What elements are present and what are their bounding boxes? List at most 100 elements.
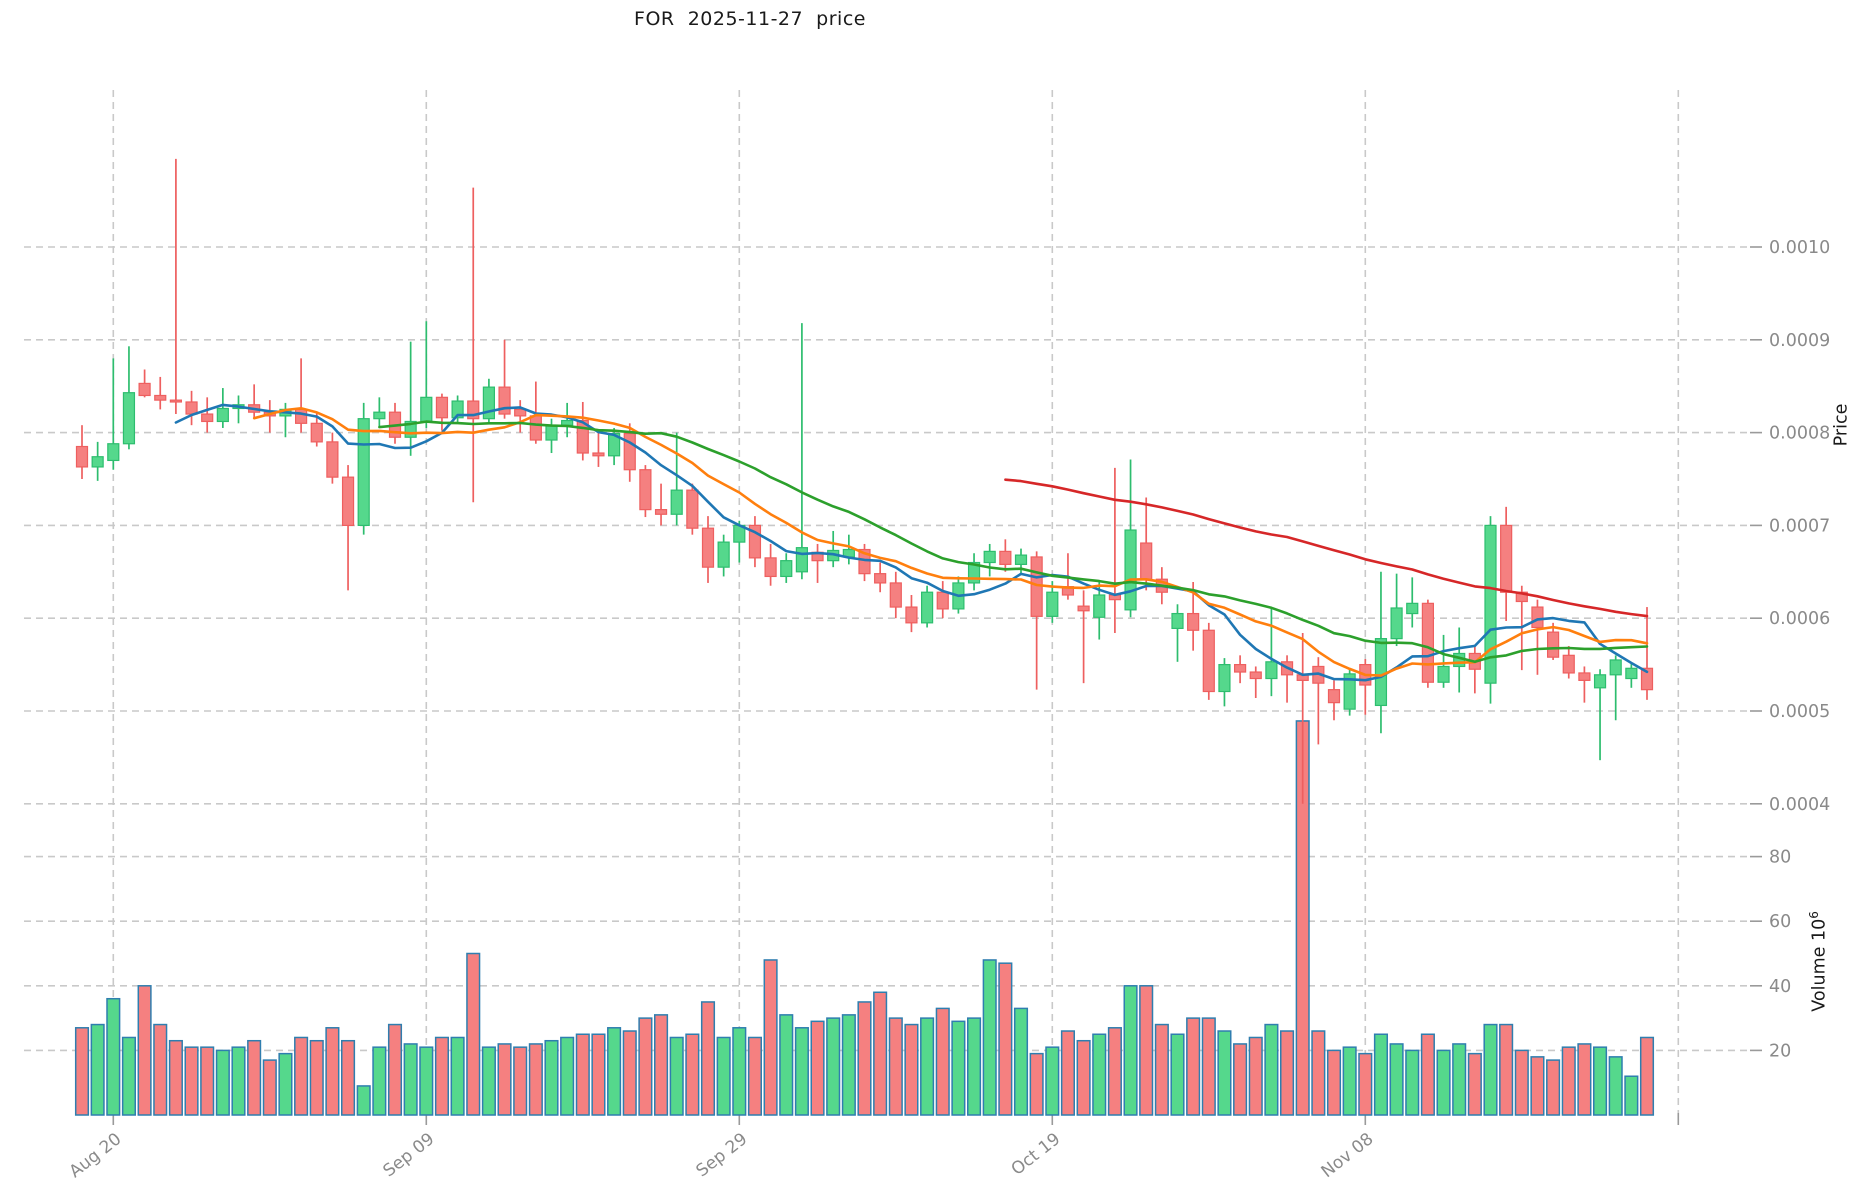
candle-body — [1562, 654, 1575, 674]
candle-body — [529, 415, 542, 441]
volume-bar — [998, 962, 1013, 1116]
volume-bar — [450, 1036, 465, 1116]
candle-body — [1484, 524, 1497, 684]
volume-bar — [528, 1043, 543, 1116]
volume-bar — [575, 1033, 590, 1116]
volume-bar — [1483, 1023, 1498, 1116]
candle-body — [889, 582, 902, 608]
price-tick-label: 0.0008 — [1769, 424, 1830, 444]
volume-bar — [215, 1049, 230, 1116]
price-tick-label: 0.0004 — [1769, 795, 1830, 815]
candle-body — [607, 432, 621, 457]
volume-bar — [716, 1036, 731, 1116]
candle-body — [654, 509, 668, 515]
candle-body — [75, 445, 89, 468]
volume-bar — [184, 1046, 199, 1116]
candle-body — [1500, 524, 1513, 593]
volume-bar — [1342, 1046, 1357, 1116]
volume-bar — [1436, 1049, 1451, 1116]
candle-body — [1327, 689, 1341, 704]
volume-bar — [387, 1023, 403, 1116]
volume-bar — [1499, 1023, 1514, 1116]
candle-body — [341, 476, 355, 527]
volume-bar — [810, 1020, 825, 1116]
price-tick-label: 0.0009 — [1769, 331, 1830, 351]
candle-body — [748, 524, 762, 559]
volume-bar — [1593, 1046, 1608, 1116]
volume-bar — [1561, 1046, 1576, 1116]
candle-body — [420, 396, 433, 423]
volume-bar — [935, 1007, 950, 1116]
volume-bar — [1060, 1030, 1076, 1116]
volume-bar — [1170, 1033, 1185, 1116]
candle-body — [1578, 672, 1591, 681]
volume-bar — [356, 1085, 371, 1116]
volume-bar — [1624, 1075, 1639, 1116]
volume-bar — [638, 1017, 653, 1116]
volume-bar — [1264, 1023, 1279, 1116]
candle-body — [701, 527, 715, 568]
volume-bar — [1280, 1030, 1295, 1116]
candle-body — [1593, 674, 1607, 689]
candle-body — [592, 452, 605, 457]
volume-bar — [1389, 1043, 1404, 1116]
candle-body — [1546, 631, 1560, 658]
volume-bar — [1233, 1043, 1248, 1116]
volume-bar — [1639, 1036, 1655, 1116]
volume-axis-label-text: Volume 10 — [1810, 918, 1831, 1012]
volume-bar — [90, 1023, 105, 1116]
volume-bar — [857, 1001, 872, 1116]
volume-bar — [262, 1059, 277, 1116]
volume-bar — [982, 959, 997, 1116]
volume-bar — [121, 1036, 137, 1116]
volume-bar — [1013, 1007, 1029, 1116]
volume-bar — [560, 1036, 575, 1116]
candle-body — [1609, 659, 1622, 676]
candle-body — [780, 560, 793, 578]
candle-body — [639, 469, 652, 511]
candle-body — [717, 541, 730, 568]
volume-bar — [654, 1014, 669, 1116]
volume-bar — [419, 1046, 434, 1116]
volume-tick-label: 40 — [1769, 977, 1791, 997]
candle-body — [874, 573, 887, 584]
candle-body — [1140, 542, 1153, 580]
volume-bar — [309, 1039, 324, 1116]
volume-bar — [1373, 1033, 1389, 1116]
volume-bar — [622, 1030, 637, 1116]
candle-body — [1390, 607, 1403, 640]
candle-body — [1249, 671, 1262, 680]
volume-bar — [325, 1027, 340, 1116]
chart-title: FOR 2025-11-27 price — [634, 8, 866, 30]
volume-bar — [732, 1027, 747, 1116]
volume-bar — [951, 1020, 966, 1116]
volume-bar — [544, 1039, 559, 1116]
candle-body — [1171, 612, 1184, 630]
candle-body — [357, 418, 370, 526]
volume-bar — [247, 1039, 262, 1116]
candle-body — [1640, 667, 1654, 691]
volume-tick-label: 80 — [1769, 848, 1791, 868]
volume-bar — [1029, 1052, 1044, 1116]
candle-body — [169, 399, 182, 403]
candle-body — [107, 443, 120, 462]
volume-bar — [841, 1014, 856, 1116]
price-tick-label: 0.0007 — [1769, 516, 1830, 536]
volume-bar — [763, 959, 778, 1116]
volume-bar — [1217, 1030, 1232, 1116]
candle-body — [122, 392, 136, 445]
candle-body — [201, 413, 214, 423]
candle-body — [983, 550, 996, 564]
volume-bar — [231, 1046, 246, 1116]
x-tick-label: Sep 09 — [380, 1129, 439, 1181]
volume-bar — [1608, 1056, 1623, 1116]
volume-bar — [278, 1052, 293, 1116]
candle-body — [936, 591, 949, 610]
volume-bar — [967, 1017, 982, 1116]
volume-bar — [466, 952, 481, 1116]
volume-bar — [106, 997, 121, 1116]
volume-bar — [341, 1039, 356, 1116]
candle-body — [576, 419, 589, 454]
candle-body — [545, 424, 558, 441]
